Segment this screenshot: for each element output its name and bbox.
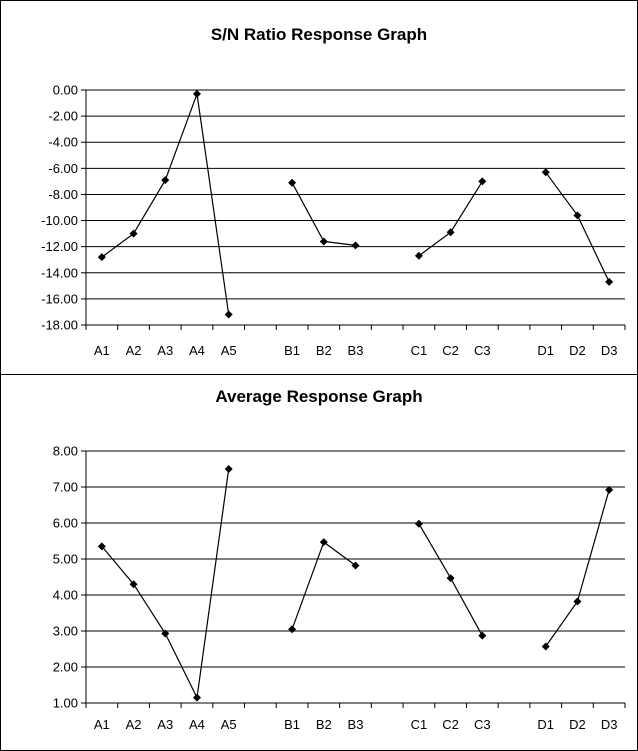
- x-tick-label: D1: [537, 717, 554, 732]
- data-point: [414, 519, 423, 528]
- y-tick-label: 5.00: [53, 552, 78, 567]
- x-tick-label: B1: [284, 717, 300, 732]
- data-point: [192, 693, 201, 702]
- y-tick-label: -4.00: [48, 135, 78, 150]
- x-tick-label: A4: [189, 343, 205, 358]
- x-tick-label: B2: [316, 343, 332, 358]
- data-point: [97, 253, 106, 262]
- data-point: [478, 177, 487, 186]
- y-tick-label: -2.00: [48, 109, 78, 124]
- data-point: [446, 574, 455, 583]
- y-tick-label: 4.00: [53, 588, 78, 603]
- x-tick-label: B2: [316, 717, 332, 732]
- y-tick-label: -10.00: [41, 213, 78, 228]
- chart-title: S/N Ratio Response Graph: [211, 25, 427, 44]
- x-tick-label: A2: [126, 343, 142, 358]
- data-point: [192, 89, 201, 98]
- data-point: [224, 310, 233, 319]
- y-tick-label: 8.00: [53, 444, 78, 459]
- x-tick-label: B3: [348, 717, 364, 732]
- data-point: [161, 176, 170, 185]
- x-tick-label: C3: [474, 343, 491, 358]
- x-tick-label: C3: [474, 717, 491, 732]
- y-tick-label: -12.00: [41, 239, 78, 254]
- data-point: [288, 625, 297, 634]
- data-point: [605, 277, 614, 286]
- data-point: [351, 241, 360, 250]
- data-point: [288, 178, 297, 187]
- x-tick-label: A1: [94, 343, 110, 358]
- x-tick-label: A4: [189, 717, 205, 732]
- x-tick-label: D2: [569, 343, 586, 358]
- data-point: [414, 251, 423, 260]
- data-point: [573, 597, 582, 606]
- data-point: [97, 542, 106, 551]
- x-tick-label: A1: [94, 717, 110, 732]
- y-tick-label: 1.00: [53, 696, 78, 711]
- y-tick-label: -16.00: [41, 291, 78, 306]
- y-tick-label: -18.00: [41, 318, 78, 333]
- data-point: [446, 228, 455, 237]
- data-point: [224, 465, 233, 473]
- y-tick-label: -8.00: [48, 187, 78, 202]
- x-tick-label: C2: [442, 717, 459, 732]
- y-tick-label: 3.00: [53, 624, 78, 639]
- y-tick-label: -14.00: [41, 265, 78, 280]
- y-tick-label: 6.00: [53, 516, 78, 531]
- y-tick-label: -6.00: [48, 161, 78, 176]
- chart-panel-1: S/N Ratio Response Graph 0.00 -2.00 -4.00 -6…: [41, 25, 626, 358]
- x-tick-label: C2: [442, 343, 459, 358]
- data-point: [319, 237, 328, 246]
- data-point: [541, 168, 550, 177]
- x-tick-label: A5: [221, 343, 237, 358]
- x-tick-label: A2: [126, 717, 142, 732]
- y-tick-label: 2.00: [53, 660, 78, 675]
- x-tick-label: B3: [348, 343, 364, 358]
- data-point: [478, 631, 487, 640]
- x-tick-label: C1: [411, 343, 428, 358]
- x-tick-label: A3: [157, 717, 173, 732]
- data-point: [541, 642, 550, 651]
- x-tick-label: C1: [411, 717, 428, 732]
- y-tick-label: 7.00: [53, 480, 78, 495]
- chart-panel-2: Average Response Graph 8.00 7.00 6.00 5.00 4.…: [53, 387, 626, 732]
- data-point: [573, 211, 582, 220]
- data-point: [161, 629, 170, 638]
- x-tick-label: D1: [537, 343, 554, 358]
- y-tick-label: 0.00: [53, 83, 78, 98]
- data-point: [319, 538, 328, 547]
- data-point: [129, 229, 138, 238]
- data-point: [351, 561, 360, 570]
- x-tick-label: D3: [601, 343, 618, 358]
- chart-title: Average Response Graph: [215, 387, 422, 406]
- x-tick-label: D3: [601, 717, 618, 732]
- data-point: [129, 580, 138, 589]
- x-tick-label: D2: [569, 717, 586, 732]
- x-tick-label: A5: [221, 717, 237, 732]
- x-tick-label: A3: [157, 343, 173, 358]
- x-tick-label: B1: [284, 343, 300, 358]
- data-point: [605, 485, 614, 494]
